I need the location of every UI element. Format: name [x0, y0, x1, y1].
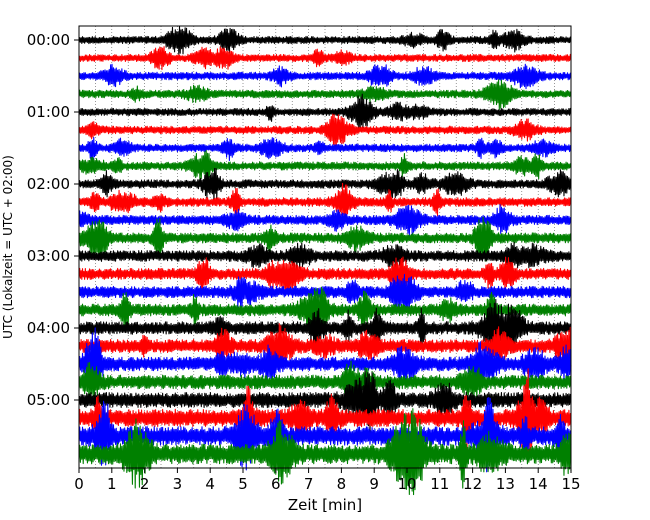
- x-tick-label: 4: [205, 475, 215, 493]
- y-tick-label: 05:00: [27, 391, 70, 409]
- x-tick-label: 6: [271, 475, 281, 493]
- x-tick-label: 12: [463, 475, 482, 493]
- trace-4: [78, 93, 572, 131]
- trace-3: [78, 79, 572, 110]
- x-axis-label: Zeit [min]: [288, 496, 362, 514]
- x-tick-label: 9: [369, 475, 379, 493]
- trace-20: [78, 370, 572, 438]
- trace-14: [78, 273, 572, 312]
- seismogram-traces: [78, 26, 572, 496]
- x-tick-label: 5: [238, 475, 248, 493]
- x-tick-label: 2: [140, 475, 150, 493]
- x-tick-label: 15: [561, 475, 580, 493]
- trace-7: [78, 150, 572, 182]
- x-tick-label: 10: [397, 475, 416, 493]
- x-tick-label: 1: [107, 475, 117, 493]
- x-tick-label: 13: [496, 475, 515, 493]
- x-axis: 0 1 2 3 4 5 6 7 8 9 10 11 12 13 14 15: [74, 468, 581, 493]
- x-tick-label: 8: [337, 475, 347, 493]
- trace-12: [78, 241, 572, 270]
- trace-23: [78, 408, 572, 496]
- trace-9: [78, 182, 572, 221]
- y-axis: 00:00 01:00 02:00 03:00 04:00 05:00: [27, 31, 79, 409]
- trace-1: [78, 46, 572, 71]
- trace-16: [78, 298, 572, 357]
- x-tick-label: 0: [74, 475, 84, 493]
- trace-8: [78, 167, 572, 203]
- trace-19: [78, 360, 572, 402]
- plot-frame: [78, 25, 572, 469]
- trace-11: [78, 216, 572, 262]
- y-tick-label: 00:00: [27, 31, 70, 49]
- trace-5: [78, 113, 572, 148]
- y-tick-label: 04:00: [27, 319, 70, 337]
- x-tick-label: 14: [529, 475, 548, 493]
- trace-22: [78, 396, 572, 473]
- trace-10: [78, 204, 572, 237]
- trace-13: [78, 256, 572, 294]
- trace-2: [78, 63, 572, 90]
- trace-6: [78, 136, 572, 161]
- y-tick-label: 03:00: [27, 247, 70, 265]
- trace-18: [78, 327, 572, 390]
- x-tick-label: 3: [173, 475, 183, 493]
- x-tick-label: 7: [304, 475, 314, 493]
- y-axis-label: UTC (Lokalzeit = UTC + 02:00): [1, 155, 15, 339]
- trace-17: [78, 323, 572, 369]
- trace-0: [78, 26, 572, 55]
- y-tick-label: 01:00: [27, 103, 70, 121]
- y-tick-label: 02:00: [27, 175, 70, 193]
- x-tick-label: 11: [430, 475, 449, 493]
